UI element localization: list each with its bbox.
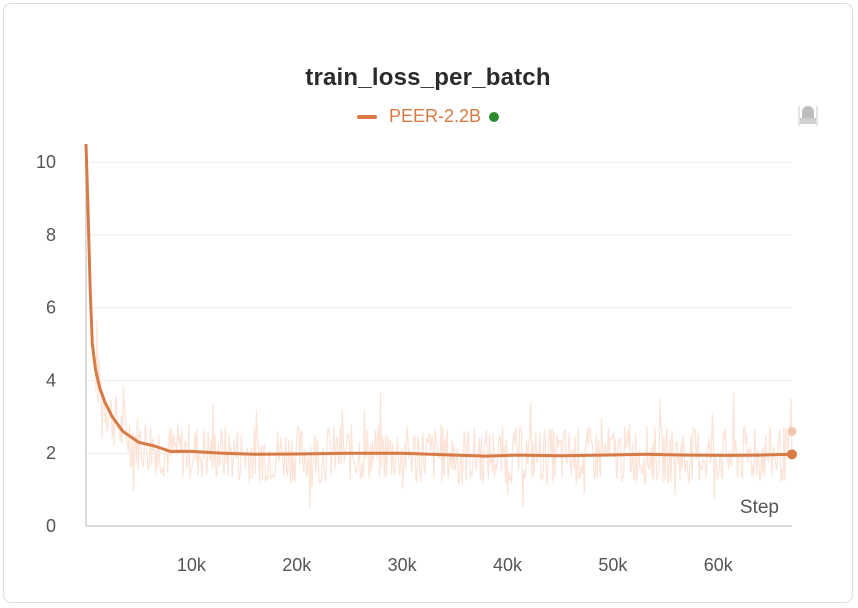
chart-title: train_loss_per_batch — [305, 64, 551, 91]
x-axis-title: Step — [740, 497, 779, 518]
x-tick-label: 60k — [704, 555, 734, 575]
raw-end-point — [787, 426, 797, 436]
legend-series-label: PEER-2.2B — [388, 106, 482, 126]
x-tick-label: 40k — [493, 555, 523, 575]
y-tick-label: 0 — [46, 516, 56, 536]
grid — [86, 161, 792, 454]
smoothed-end-point — [787, 449, 797, 460]
y-tick-label: 2 — [46, 443, 56, 463]
y-tick-label: 8 — [46, 225, 56, 245]
y-tick-label: 6 — [46, 298, 56, 318]
legend[interactable]: PEER-2.2B — [4, 106, 852, 127]
axes — [85, 144, 792, 527]
y-tick-label: 4 — [46, 370, 56, 390]
smoothed-series — [84, 143, 797, 460]
legend-swatch — [356, 114, 377, 119]
y-tick-label: 10 — [36, 152, 56, 172]
x-tick-label: 10k — [177, 555, 207, 575]
x-tick-label: 30k — [388, 555, 418, 575]
smoothed-series-line — [84, 143, 793, 458]
pin-icon[interactable] — [794, 100, 822, 128]
ticks: 0 2 4 6 8 10 10k 20k 30k 40k 50k 60k — [36, 152, 734, 575]
chart-panel: train_loss_per_batch PEER-2.2B — [3, 3, 853, 603]
status-dot — [489, 111, 500, 122]
x-tick-label: 20k — [282, 555, 312, 575]
x-tick-label: 50k — [598, 555, 628, 575]
